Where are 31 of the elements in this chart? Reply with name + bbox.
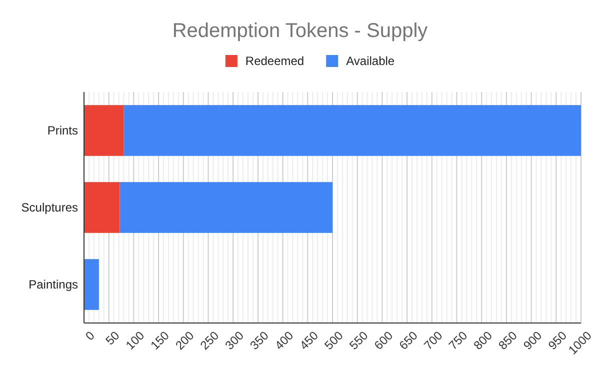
x-tick-label: 150 (148, 328, 172, 352)
x-tick-label: 700 (421, 328, 446, 352)
x-tick-label: 750 (446, 328, 470, 352)
x-tick-label: 850 (496, 328, 520, 352)
x-tick-label: 50 (102, 328, 122, 348)
x-tick-label: 400 (272, 328, 296, 352)
x-tick-label: 300 (222, 328, 247, 352)
x-tick-label: 650 (396, 328, 421, 352)
x-tick-label: 550 (346, 328, 371, 352)
legend-label: Available (346, 54, 395, 68)
y-tick-label: Sculptures (21, 200, 78, 214)
bar (120, 182, 332, 233)
x-tick-label: 450 (296, 328, 322, 352)
x-tick-label: 950 (545, 328, 570, 352)
chart-title: Redemption Tokens - Supply (172, 20, 428, 42)
y-tick-label: Paintings (28, 277, 78, 292)
x-tick-label: 250 (198, 328, 222, 352)
y-tick-label: Prints (47, 123, 78, 138)
x-tick-label: 100 (122, 328, 148, 352)
legend-label: Redeemed (245, 54, 304, 68)
bar (84, 259, 99, 310)
x-tick-label: 600 (371, 328, 396, 352)
x-tick-label: 0 (82, 328, 98, 344)
x-tick-label: 200 (172, 328, 197, 352)
x-tick-label: 800 (470, 328, 496, 352)
x-tick-label: 500 (322, 328, 346, 352)
bar (84, 105, 124, 156)
x-tick-label: 350 (247, 328, 272, 352)
bar (84, 182, 120, 233)
x-tick-label: 900 (520, 328, 545, 352)
bar (124, 105, 581, 156)
